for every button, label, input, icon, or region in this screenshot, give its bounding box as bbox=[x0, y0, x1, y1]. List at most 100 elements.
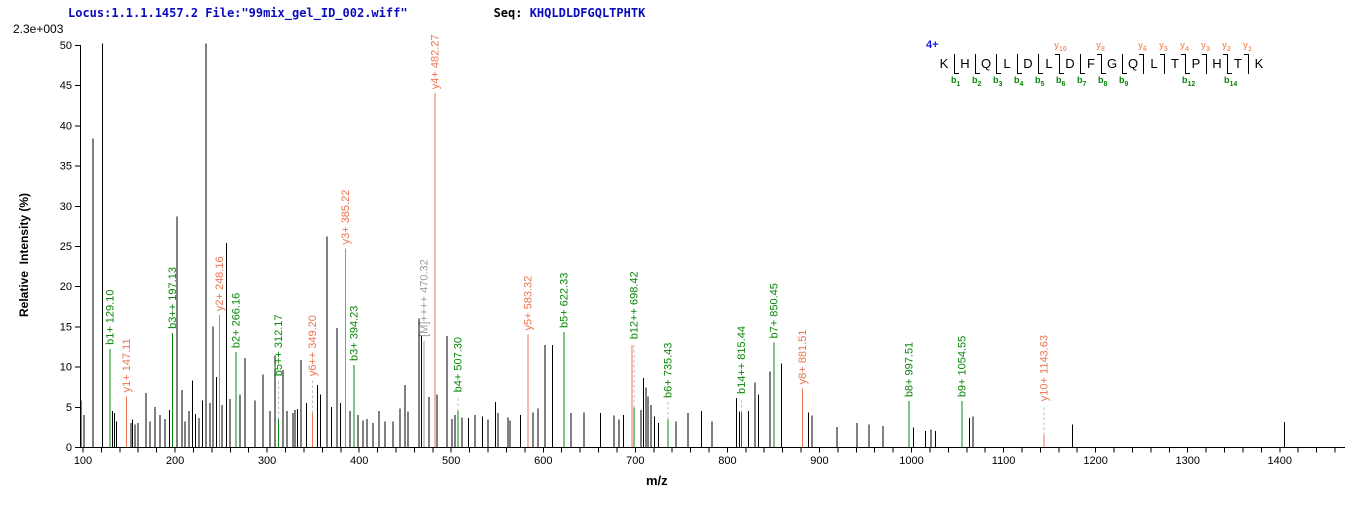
y-ion-hook bbox=[1055, 54, 1059, 55]
peak-label: b9+ 1054.55 bbox=[956, 336, 968, 397]
x-tick-label: 1200 bbox=[1083, 455, 1107, 467]
residue-letter: L bbox=[1150, 56, 1158, 71]
peak-label: b1+ 129.10 bbox=[104, 290, 116, 345]
axes bbox=[80, 45, 1345, 448]
y-tick-label: 50 bbox=[60, 40, 72, 52]
cleavage-bar bbox=[1206, 54, 1207, 74]
y-ion-hook bbox=[1202, 54, 1206, 55]
y-ion-hook bbox=[1181, 54, 1185, 55]
cleavage-bar bbox=[1101, 54, 1102, 74]
b-ion-hook bbox=[955, 73, 959, 74]
b-ion-hook bbox=[1018, 73, 1022, 74]
cleavage-bar bbox=[1059, 54, 1060, 74]
x-tick-label: 1300 bbox=[1175, 455, 1199, 467]
cleavage-boundary: y8 b8 bbox=[1096, 40, 1107, 88]
cleavage-boundary: y6 bbox=[1138, 40, 1148, 74]
residue-letter: P bbox=[1191, 56, 1201, 71]
header-bar: Locus:1.1.1.1457.2 File:"99mix_gel_ID_00… bbox=[68, 6, 645, 20]
residue-letter: Q bbox=[1127, 56, 1139, 71]
y-tick-label: 10 bbox=[60, 362, 72, 374]
cleavage-boundary: y4 b12 bbox=[1180, 40, 1195, 88]
y-tick-label: 15 bbox=[60, 321, 72, 333]
cleavage-bar bbox=[975, 54, 976, 74]
y-ion-label: y4 bbox=[1180, 40, 1189, 53]
y-tick-label: 45 bbox=[60, 80, 72, 92]
x-tick-label: 300 bbox=[258, 455, 276, 467]
y-tick-label: 30 bbox=[60, 201, 72, 213]
annotated-peaks: b1+ 129.10 y1+ 147.11 b3++ 197.13 y2+ 248.1… bbox=[104, 34, 1050, 447]
x-tick-label: 1100 bbox=[992, 455, 1016, 467]
x-tick-label: 700 bbox=[626, 455, 644, 467]
peak-label: y8+ 881.51 bbox=[797, 330, 809, 385]
b-ion-label: b14 bbox=[1224, 75, 1238, 88]
cleavage-boundary: y10 b6 bbox=[1054, 40, 1067, 88]
peak-label: b6+ 735.43 bbox=[662, 343, 674, 398]
y-tick-label: 5 bbox=[66, 402, 72, 414]
y-ion-hook bbox=[1097, 54, 1101, 55]
b-ion-hook bbox=[1039, 73, 1043, 74]
sequence-value: KHQLDLDFGQLTPHTK bbox=[529, 6, 646, 20]
cleavage-boundary: b3 bbox=[992, 54, 1002, 88]
x-tick-label: 800 bbox=[718, 455, 736, 467]
b-ion-label: b2 bbox=[972, 75, 982, 88]
y-ion-label: y8 bbox=[1096, 40, 1105, 53]
residue-letter: T bbox=[1234, 56, 1242, 71]
peak-label: b2+ 266.16 bbox=[230, 293, 242, 348]
peak-label: b8+ 997.51 bbox=[904, 342, 916, 397]
residue-letter: G bbox=[1106, 56, 1118, 71]
cleavage-boundary: b5 bbox=[1034, 54, 1044, 88]
cleavage-bar bbox=[996, 54, 997, 74]
x-tick-label: 200 bbox=[166, 455, 184, 467]
x-tick-label: 600 bbox=[534, 455, 552, 467]
b-ion-hook bbox=[976, 73, 980, 74]
cleavage-bar bbox=[1017, 54, 1018, 74]
cleavage-bar bbox=[1143, 54, 1144, 74]
cleavage-boundary: y2 b14 bbox=[1222, 40, 1237, 88]
b-ion-hook bbox=[1081, 73, 1085, 74]
y-ion-label: y5 bbox=[1159, 40, 1168, 53]
charge-state-label: 4+ bbox=[926, 39, 939, 51]
b-ion-hook bbox=[1123, 73, 1127, 74]
x-tick-label: 400 bbox=[350, 455, 368, 467]
cleavage-bar bbox=[954, 54, 955, 74]
cleavage-boundary: b9 bbox=[1118, 54, 1128, 88]
y-ion-label: y3 bbox=[1201, 40, 1210, 53]
cleavage-boundary: b2 bbox=[971, 54, 981, 88]
peak-label: b7+ 850.45 bbox=[768, 283, 780, 338]
cleavage-bar bbox=[1185, 54, 1186, 74]
b-ion-label: b3 bbox=[993, 75, 1003, 88]
y-ion-hook bbox=[1223, 54, 1227, 55]
residue-letter: H bbox=[960, 56, 970, 71]
x-tick-label: 900 bbox=[810, 455, 828, 467]
y-ion-hook bbox=[1160, 54, 1164, 55]
b-ion-label: b1 bbox=[951, 75, 961, 88]
b-ion-label: b5 bbox=[1035, 75, 1045, 88]
y-ion-label: y2 bbox=[1222, 40, 1231, 53]
residue-letter: K bbox=[939, 56, 949, 71]
cleavage-bar bbox=[1080, 54, 1081, 74]
peak-label: b3++ 197.13 bbox=[167, 267, 179, 329]
peak-label: y5+ 583.32 bbox=[522, 276, 534, 331]
cleavage-boundary: y1 bbox=[1243, 40, 1253, 74]
b-ion-label: b7 bbox=[1077, 75, 1087, 88]
cleavage-bar bbox=[1227, 54, 1228, 74]
x-tick-label: 1400 bbox=[1268, 455, 1292, 467]
seq-label: Seq: bbox=[493, 6, 523, 20]
residue-letter: Q bbox=[980, 56, 992, 71]
peak-label: b3+ 394.23 bbox=[348, 306, 360, 361]
cleavage-bar bbox=[1248, 54, 1249, 74]
y-tick-label: 40 bbox=[60, 120, 72, 132]
b-ion-label: b9 bbox=[1119, 75, 1129, 88]
x-tick-label: 500 bbox=[442, 455, 460, 467]
b-ion-label: b12 bbox=[1182, 75, 1196, 88]
cleavage-bar bbox=[1122, 54, 1123, 74]
cleavage-boundary: b4 bbox=[1013, 54, 1023, 88]
b-ion-label: b4 bbox=[1014, 75, 1024, 88]
residue-letter: K bbox=[1254, 56, 1264, 71]
y-axis-ticks: 0 5 10 15 20 25 30 35 40 45 50 bbox=[60, 40, 80, 454]
peak-label: b12++ 698.42 bbox=[628, 271, 640, 339]
b-ion-hook bbox=[1228, 73, 1232, 74]
